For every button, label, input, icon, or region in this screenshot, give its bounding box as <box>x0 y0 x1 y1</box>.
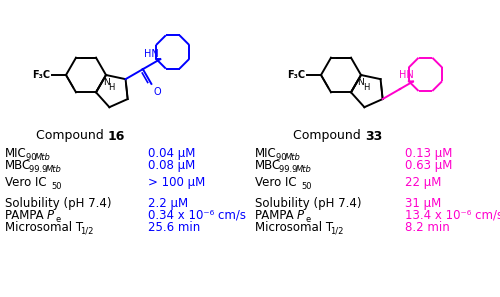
Text: Microsomal T: Microsomal T <box>5 221 83 234</box>
Text: Mtb: Mtb <box>296 165 312 174</box>
Text: 33: 33 <box>365 129 382 143</box>
Text: 1/2: 1/2 <box>80 227 94 236</box>
Text: 0.04 μM: 0.04 μM <box>148 147 196 160</box>
Text: 0.34 x 10⁻⁶ cm/s: 0.34 x 10⁻⁶ cm/s <box>148 209 246 222</box>
Text: Vero IC: Vero IC <box>255 176 296 189</box>
Text: N: N <box>358 78 364 87</box>
Text: Vero IC: Vero IC <box>5 176 46 189</box>
Text: H: H <box>108 83 114 92</box>
Text: 2.2 μM: 2.2 μM <box>148 197 188 210</box>
Text: 50: 50 <box>51 182 62 191</box>
Text: Mtb: Mtb <box>35 153 51 162</box>
Text: N: N <box>102 78 110 87</box>
Text: Compound: Compound <box>36 129 108 143</box>
Text: P: P <box>297 209 304 222</box>
Text: MIC: MIC <box>5 147 27 160</box>
Text: F₃C: F₃C <box>32 70 50 80</box>
Text: 90: 90 <box>276 153 289 162</box>
Text: e: e <box>55 215 60 224</box>
Text: HN: HN <box>144 49 159 59</box>
Text: PAMPA: PAMPA <box>255 209 298 222</box>
Text: > 100 μM: > 100 μM <box>148 176 206 189</box>
Text: PAMPA: PAMPA <box>5 209 48 222</box>
Text: 8.2 min: 8.2 min <box>405 221 450 234</box>
Text: HN: HN <box>399 70 414 80</box>
Text: 99.9: 99.9 <box>279 165 300 174</box>
Text: 0.13 μM: 0.13 μM <box>405 147 452 160</box>
Text: 50: 50 <box>301 182 312 191</box>
Text: P: P <box>47 209 54 222</box>
Text: H: H <box>363 83 369 92</box>
Text: 0.08 μM: 0.08 μM <box>148 159 195 172</box>
Text: Compound: Compound <box>293 129 365 143</box>
Text: Mtb: Mtb <box>46 165 62 174</box>
Text: Microsomal T: Microsomal T <box>255 221 333 234</box>
Text: 31 μM: 31 μM <box>405 197 442 210</box>
Text: 1/2: 1/2 <box>330 227 344 236</box>
Text: 0.63 μM: 0.63 μM <box>405 159 452 172</box>
Text: MBC: MBC <box>5 159 31 172</box>
Text: 99.9: 99.9 <box>29 165 50 174</box>
Text: 90: 90 <box>26 153 39 162</box>
Text: e: e <box>305 215 310 224</box>
Text: MIC: MIC <box>255 147 277 160</box>
Text: Mtb: Mtb <box>285 153 301 162</box>
Text: Solubility (pH 7.4): Solubility (pH 7.4) <box>255 197 362 210</box>
Text: 25.6 min: 25.6 min <box>148 221 200 234</box>
Text: F₃C: F₃C <box>287 70 305 80</box>
Text: MBC: MBC <box>255 159 281 172</box>
Text: 16: 16 <box>108 129 126 143</box>
Text: O: O <box>154 87 161 97</box>
Text: Solubility (pH 7.4): Solubility (pH 7.4) <box>5 197 112 210</box>
Text: 22 μM: 22 μM <box>405 176 442 189</box>
Text: 13.4 x 10⁻⁶ cm/s: 13.4 x 10⁻⁶ cm/s <box>405 209 500 222</box>
